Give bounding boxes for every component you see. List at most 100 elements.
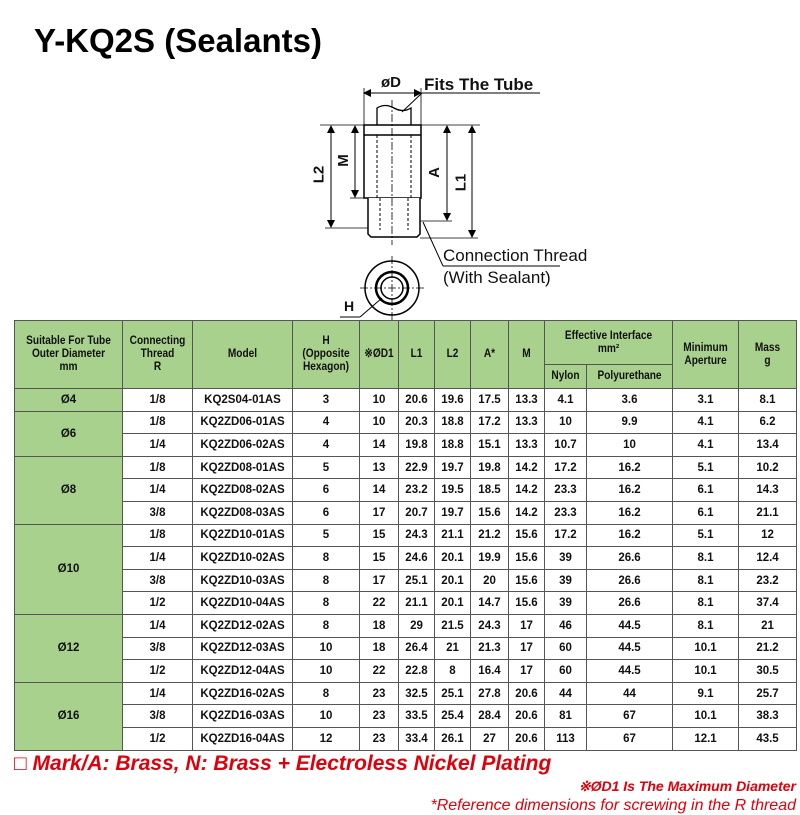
table-cell: 10 xyxy=(292,659,360,683)
table-cell: 27.8 xyxy=(470,681,509,706)
table-cell: 29 xyxy=(398,613,435,638)
table-cell: KQ2ZD06-01AS xyxy=(192,410,293,435)
table-cell: 25.1 xyxy=(434,681,471,706)
table-cell: 10 xyxy=(292,704,360,728)
table-cell: 24.3 xyxy=(470,613,509,638)
table-cell: 1/4 xyxy=(122,681,193,706)
table-row: 3/8 KQ2ZD12-03AS 10 18 26.4 21 21.3 17 60 44.5 10.… xyxy=(15,636,798,661)
table-cell: 18.8 xyxy=(434,410,471,435)
table-cell: 3/8 xyxy=(122,704,193,728)
table-row: Ø8 1/8 KQ2ZD08-01AS 5 13 22.9 19.7 19.8 14.2 17.2… xyxy=(14,455,798,525)
table-cell: 113 xyxy=(544,726,587,751)
table-cell: 17.2 xyxy=(544,523,587,548)
table-cell: 20.1 xyxy=(434,568,471,593)
table-cell: 19.9 xyxy=(470,546,509,570)
table-cell: 8 xyxy=(292,591,360,615)
tube-diameter-cell: Ø4 xyxy=(14,388,123,412)
table-cell: 15 xyxy=(359,523,399,548)
table-cell: 18 xyxy=(359,613,399,638)
table-cell: 26.6 xyxy=(585,591,674,615)
table-row: 3/8 KQ2ZD08-03AS 6 17 20.7 19.7 15.6 14.2 23.3 16… xyxy=(15,500,798,525)
table-cell: KQ2ZD08-03AS xyxy=(192,500,293,525)
tube-diameter-cell: Ø12 xyxy=(14,613,123,683)
table-cell: 14.3 xyxy=(738,478,798,502)
table-cell: 20 xyxy=(470,568,509,593)
table-row: 1/4 KQ2ZD08-02AS 6 14 23.2 19.5 18.5 14.2 23.3 16… xyxy=(15,478,798,502)
table-cell: 37.4 xyxy=(738,591,798,615)
table-cell: 8 xyxy=(292,568,360,593)
table-cell: KQ2ZD16-02AS xyxy=(192,681,293,706)
table-cell: 8 xyxy=(292,681,360,706)
table-cell: 18 xyxy=(359,636,399,661)
table-cell: 5 xyxy=(292,523,360,548)
table-cell: 1/4 xyxy=(122,478,193,502)
table-cell: 16.2 xyxy=(585,523,674,548)
table-cell: 23 xyxy=(359,726,399,751)
table-cell: 13.3 xyxy=(508,433,545,457)
table-cell: 20.1 xyxy=(434,591,471,615)
table-cell: 20.6 xyxy=(508,726,545,751)
table-cell: KQ2ZD16-03AS xyxy=(192,704,293,728)
table-cell: 28.4 xyxy=(470,704,509,728)
table-cell: 4.1 xyxy=(544,388,587,412)
table-cell: 21 xyxy=(738,613,798,638)
table-cell: 1/2 xyxy=(122,591,193,615)
table-cell: 17 xyxy=(508,659,545,683)
table-cell: 44.5 xyxy=(585,613,674,638)
table-row: 1/2 KQ2ZD16-04AS 12 23 33.4 26.1 27 20.6 113 67 12… xyxy=(15,726,798,751)
table-cell: 3.6 xyxy=(585,388,674,412)
table-cell: 1/4 xyxy=(122,546,193,570)
table-cell: 39 xyxy=(544,568,587,593)
table-cell: 21.3 xyxy=(470,636,509,661)
table-cell: 27 xyxy=(470,726,509,751)
table-cell: 23.3 xyxy=(544,478,587,502)
l2-label: L2 xyxy=(310,165,328,184)
table-cell: 44 xyxy=(544,681,587,706)
table-cell: 17 xyxy=(508,613,545,638)
header-d1: ※ØD1 xyxy=(359,320,399,389)
table-cell: 12 xyxy=(738,523,798,548)
table-cell: 18.5 xyxy=(470,478,509,502)
table-cell: 67 xyxy=(585,726,674,751)
table-row: 1/2 KQ2ZD12-04AS 10 22 22.8 8 16.4 17 60 44.5 10.1… xyxy=(15,659,798,683)
table-cell: 13 xyxy=(359,455,399,480)
table-cell: 24.3 xyxy=(398,523,435,548)
table-cell: 10.2 xyxy=(738,455,798,480)
table-cell: 10 xyxy=(292,636,360,661)
table-cell: 6.2 xyxy=(738,410,798,435)
table-cell: 13.4 xyxy=(738,433,798,457)
header-model: Model xyxy=(192,320,293,389)
tube-diameter-cell: Ø6 xyxy=(14,410,123,457)
table-cell: KQ2S04-01AS xyxy=(192,388,293,412)
table-cell: 19.5 xyxy=(434,478,471,502)
table-cell: 16.2 xyxy=(585,455,674,480)
table-cell: 32.5 xyxy=(398,681,435,706)
table-row: 3/8 KQ2ZD10-03AS 8 17 25.1 20.1 20 15.6 39 26.6 8.… xyxy=(15,568,798,593)
table-cell: KQ2ZD10-04AS xyxy=(192,591,293,615)
header-h: H (Opposite Hexagon) xyxy=(292,320,360,389)
table-cell: 1/2 xyxy=(122,726,193,751)
table-cell: 30.5 xyxy=(738,659,798,683)
fitting-drawing xyxy=(320,88,560,320)
table-cell: 26.1 xyxy=(434,726,471,751)
table-cell: 14.2 xyxy=(508,478,545,502)
table-cell: 21 xyxy=(434,636,471,661)
table-cell: 21.1 xyxy=(738,500,798,525)
table-cell: KQ2ZD12-04AS xyxy=(192,659,293,683)
table-cell: 8.1 xyxy=(672,591,740,615)
table-cell: 21.1 xyxy=(434,523,471,548)
table-cell: 17.5 xyxy=(470,388,509,412)
table-row: Ø16 1/4 KQ2ZD16-02AS 8 23 32.5 25.1 27.8 20.6 44 4… xyxy=(14,681,798,751)
table-cell: KQ2ZD10-01AS xyxy=(192,523,293,548)
header-aperture: Minimum Aperture xyxy=(672,320,740,389)
table-cell: KQ2ZD10-02AS xyxy=(192,546,293,570)
table-cell: 44.5 xyxy=(585,659,674,683)
table-row: Ø10 1/8 KQ2ZD10-01AS 5 15 24.3 21.1 21.2 15.6 17.… xyxy=(14,523,798,615)
table-cell: 43.5 xyxy=(738,726,798,751)
table-cell: 23 xyxy=(359,681,399,706)
table-cell: 9.9 xyxy=(585,410,674,435)
table-cell: 33.4 xyxy=(398,726,435,751)
header-l1: L1 xyxy=(398,320,435,389)
table-cell: 14.7 xyxy=(470,591,509,615)
header-effective: Effective Interface mm² xyxy=(543,320,674,365)
